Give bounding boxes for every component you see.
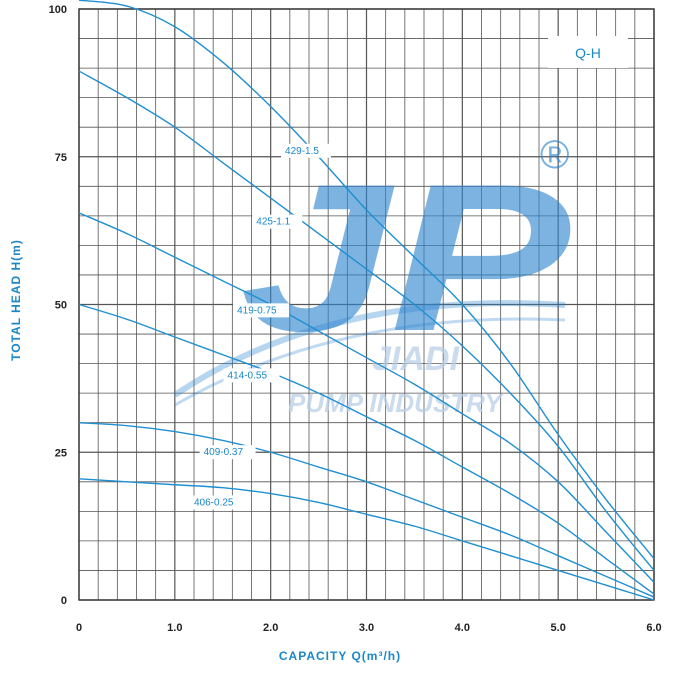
- curve-425-1.1: [78, 70, 655, 571]
- curve-label-bg: [199, 445, 256, 460]
- y-tick-label: 0: [61, 595, 67, 607]
- x-tick-label: 3.0: [359, 622, 374, 634]
- curve-414-0.55: [78, 303, 655, 595]
- x-tick-label: 1.0: [167, 622, 182, 634]
- watermark: JP ® JIADI PUMP INDUSTRY: [173, 133, 571, 418]
- x-tick-label: 2.0: [263, 622, 278, 634]
- x-axis-title: CAPACITY Q(m³/h): [279, 649, 401, 663]
- watermark-logo: JP: [240, 140, 571, 375]
- x-tick-label: 0: [76, 622, 82, 634]
- watermark-company: PUMP INDUSTRY: [288, 388, 504, 418]
- curves: [78, 0, 655, 601]
- y-tick-label: 75: [55, 152, 67, 164]
- curve-406-0.25: [78, 478, 655, 601]
- curve-label: 429-1.5: [285, 146, 319, 157]
- curve-label: 414-0.55: [228, 370, 268, 381]
- curve-label-bg: [233, 303, 290, 318]
- grid: [78, 8, 655, 601]
- y-tick-label: 25: [55, 447, 67, 459]
- watermark-brand: JIADI: [372, 340, 460, 378]
- curve-429-1.5: [78, 0, 655, 560]
- curve-label: 419-0.75: [237, 305, 277, 316]
- qh-tag-box: [548, 36, 628, 68]
- curve-label: 406-0.25: [194, 497, 234, 508]
- axes: 0 1.0 2.0 3.0 4.0 5.0 6.0 0 25 50 75 100: [49, 4, 662, 634]
- curve-label-bg: [223, 368, 280, 383]
- curve-labels: 429-1.5 425-1.1 419-0.75 414-0.55 409-0.37 40…: [190, 143, 332, 510]
- watermark-registered: ®: [540, 133, 569, 177]
- x-tick-label: 5.0: [551, 622, 566, 634]
- curve-label: 425-1.1: [256, 217, 290, 228]
- y-axis-title: TOTAL HEAD H(m): [9, 239, 23, 361]
- curve-419-0.75: [78, 212, 655, 583]
- watermark-swoosh: [174, 317, 566, 407]
- y-tick-label: 50: [55, 300, 67, 312]
- x-tick-label: 6.0: [646, 622, 661, 634]
- curve-409-0.37: [78, 422, 655, 598]
- curve-label-bg: [281, 143, 332, 158]
- watermark-swoosh: [173, 300, 566, 398]
- y-tick-label: 100: [49, 4, 67, 16]
- curve-label-bg: [252, 214, 303, 229]
- curve-label-bg: [190, 495, 246, 510]
- qh-tag: Q-H: [575, 45, 601, 61]
- x-tick-label: 4.0: [455, 622, 470, 634]
- curve-label: 409-0.37: [204, 447, 244, 458]
